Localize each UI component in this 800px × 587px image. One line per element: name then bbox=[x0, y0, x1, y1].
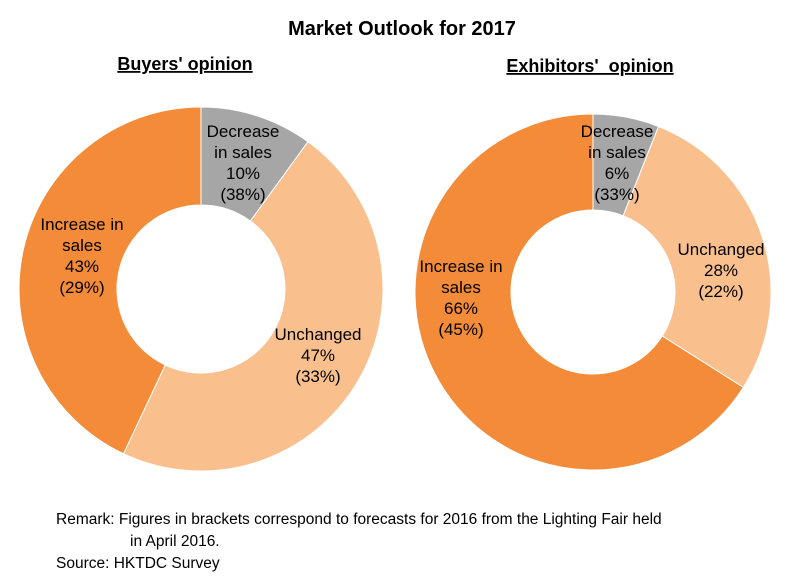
chart-title: Market Outlook for 2017 bbox=[288, 18, 516, 40]
buyers-subtitle: Buyers' opinion bbox=[117, 54, 252, 74]
slice-label-0-0: Decrease in sales 10% (38%) bbox=[207, 122, 280, 204]
slice-label-0-1: Unchanged 47% (33%) bbox=[275, 325, 362, 386]
exhibitors-subtitle: Exhibitors' opinion bbox=[506, 56, 673, 76]
slice-label-1-1: Unchanged 28% (22%) bbox=[678, 240, 765, 301]
donut-slice-0-1 bbox=[122, 141, 384, 472]
donut-slice-1-2 bbox=[414, 113, 744, 471]
donut-slice-1-1 bbox=[622, 125, 772, 389]
remark-line-1: Remark: Figures in brackets correspond t… bbox=[56, 511, 662, 528]
exhibitors-donut: Decrease in sales 6% (33%) Unchanged 28% (22%)… bbox=[414, 113, 772, 471]
slice-label-0-2: Increase in sales 43% (29%) bbox=[40, 215, 123, 297]
donut-slice-0-2 bbox=[18, 106, 202, 455]
slice-label-1-2: Increase in sales 66% (45%) bbox=[419, 257, 502, 339]
source-note: Source: HKTDC Survey bbox=[56, 555, 220, 572]
remark-note: Remark: Figures in brackets correspond t… bbox=[56, 509, 662, 575]
slice-label-1-0: Decrease in sales 6% (33%) bbox=[581, 122, 654, 204]
remark-line-2: in April 2016. bbox=[130, 533, 220, 550]
buyers-donut: Decrease in sales 10% (38%) Unchanged 47% (33%… bbox=[18, 106, 384, 472]
